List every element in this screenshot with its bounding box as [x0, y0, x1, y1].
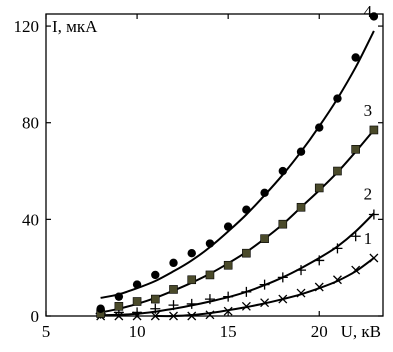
data-point-3 [369, 125, 379, 135]
data-point-4 [369, 12, 379, 21]
data-point-2 [150, 303, 161, 314]
x-tick-label: 20 [311, 322, 328, 341]
x-tick-label: 10 [129, 322, 146, 341]
data-point-3 [296, 202, 306, 212]
data-point-4 [151, 270, 160, 280]
data-point-1 [150, 311, 160, 321]
y-tick-label: 0 [31, 307, 40, 326]
data-point-4 [315, 123, 324, 132]
data-point-2 [204, 294, 215, 305]
markers [95, 12, 379, 321]
data-point-1 [332, 275, 342, 285]
data-point-4 [187, 248, 196, 258]
data-point-2 [223, 291, 234, 302]
data-point-4 [96, 304, 105, 313]
fit-curves [100, 30, 375, 318]
data-point-3 [169, 285, 178, 294]
data-point-4 [296, 147, 306, 156]
data-point-2 [241, 286, 252, 297]
y-tick-label: 80 [22, 114, 39, 133]
y-axis-title: I, мкА [52, 17, 98, 36]
data-point-2 [368, 209, 379, 220]
plot-border [45, 13, 384, 317]
data-point-3 [351, 144, 360, 154]
data-point-4 [132, 280, 142, 289]
data-point-2 [186, 298, 197, 309]
data-point-3 [223, 260, 233, 270]
x-tick-label: 5 [42, 322, 51, 341]
data-point-1 [369, 253, 379, 263]
data-point-4 [242, 205, 251, 214]
data-point-1 [223, 306, 233, 316]
data-point-2 [277, 272, 288, 283]
data-point-3 [278, 219, 288, 229]
data-point-3 [187, 275, 197, 285]
data-point-3 [333, 166, 342, 176]
data-point-1 [241, 301, 251, 311]
data-point-1 [351, 265, 361, 275]
data-point-2 [314, 255, 325, 266]
fit-curve-3 [100, 129, 375, 314]
data-point-1 [169, 311, 178, 321]
curve-label-2: 2 [364, 184, 373, 203]
data-point-3 [260, 234, 269, 243]
data-point-4 [169, 258, 178, 268]
data-point-4 [223, 222, 233, 231]
data-point-3 [205, 270, 215, 280]
curve-label-1: 1 [364, 229, 373, 248]
data-point-3 [114, 302, 124, 311]
data-point-3 [132, 297, 142, 306]
data-point-4 [351, 53, 360, 62]
data-point-3 [150, 294, 160, 304]
data-point-1 [205, 310, 215, 320]
data-point-2 [168, 300, 179, 311]
data-point-4 [333, 94, 342, 103]
data-point-2 [350, 231, 361, 242]
tick-labels: 5 10 15 20 0 40 80 120 [14, 17, 328, 341]
data-point-3 [242, 248, 251, 258]
data-point-1 [260, 298, 270, 308]
x-tick-label: 15 [220, 322, 237, 341]
data-point-2 [132, 307, 143, 318]
y-tick-label: 120 [14, 17, 40, 36]
data-point-1 [187, 311, 197, 321]
data-point-1 [314, 282, 324, 292]
data-point-2 [296, 265, 307, 276]
data-point-1 [278, 294, 288, 304]
curve-label-3: 3 [364, 101, 373, 120]
data-point-2 [332, 243, 343, 254]
data-point-4 [278, 166, 288, 176]
data-point-4 [260, 188, 269, 197]
fit-curve-4 [100, 30, 375, 299]
plot-frame [45, 13, 384, 317]
data-point-4 [114, 292, 124, 301]
data-point-4 [205, 239, 215, 248]
data-point-2 [259, 279, 270, 290]
y-tick-label: 40 [22, 210, 39, 229]
curve-label-4: 4 [364, 2, 373, 21]
x-axis-title: U, кВ [341, 322, 381, 341]
curve-labels: 1 2 3 4 [364, 2, 373, 248]
fit-curve-2 [100, 212, 375, 317]
data-point-1 [296, 288, 306, 298]
data-point-3 [314, 183, 324, 193]
